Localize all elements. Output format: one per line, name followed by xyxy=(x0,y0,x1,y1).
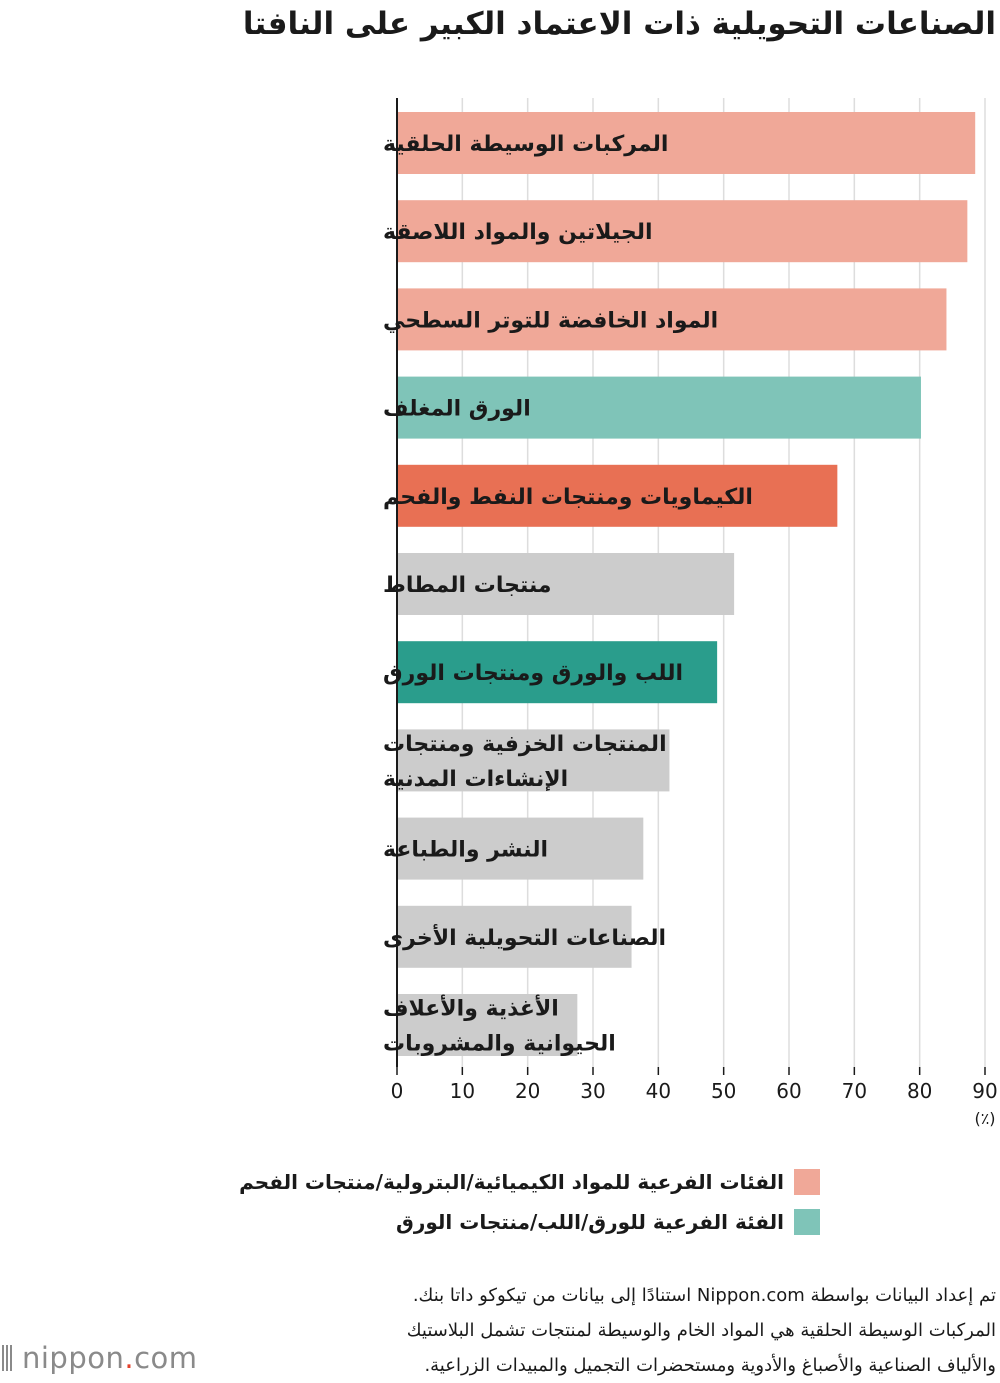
category-label: النشر والطباعة xyxy=(383,838,548,863)
bar xyxy=(397,994,578,1056)
x-tick-label: 10 xyxy=(450,1079,475,1103)
bar xyxy=(397,729,670,792)
legend-label-paper: الفئة الفرعية للورق/اللب/منتجات الورق xyxy=(395,1210,784,1234)
category-labels: المركبات الوسيطة الحلقية الجيلاتين والموا… xyxy=(383,132,753,1057)
category-label: المنتجات الخزفية ومنتجات xyxy=(383,732,667,757)
category-label: المركبات الوسيطة الحلقية xyxy=(383,132,668,157)
x-tick-label: 40 xyxy=(646,1079,671,1103)
x-tick-label: 20 xyxy=(515,1079,540,1103)
bar xyxy=(397,112,976,174)
category-label: منتجات المطاط xyxy=(383,573,552,598)
chart-title: الصناعات التحويلية ذات الاعتماد الكبير ع… xyxy=(242,6,996,42)
legend-item-chemical: الفئات الفرعية للمواد الكيميائية/البترول… xyxy=(239,1162,820,1202)
definition-note-line-2: والألياف الصناعية والأصباغ والأدوية ومست… xyxy=(424,1355,996,1376)
category-label: الأغذية والأعلاف xyxy=(383,994,559,1022)
logo-dot: . xyxy=(124,1341,135,1375)
bar xyxy=(397,376,921,439)
bars xyxy=(397,112,976,1056)
x-tick-label: 50 xyxy=(711,1079,736,1103)
category-label: الورق المغلف xyxy=(383,397,531,422)
category-label: الحيوانية والمشروبات xyxy=(383,1032,616,1057)
legend-item-paper: الفئة الفرعية للورق/اللب/منتجات الورق xyxy=(239,1202,820,1242)
category-label: الكيماويات ومنتجات النفط والفحم xyxy=(383,485,753,510)
logo-bars-icon xyxy=(2,1345,14,1371)
legend-swatch-paper xyxy=(794,1209,820,1235)
bar xyxy=(397,905,632,968)
logo-text: nippon xyxy=(22,1341,125,1375)
bar xyxy=(397,553,735,615)
source-notes: تم إعداد البيانات بواسطة Nippon.com استن… xyxy=(226,1278,996,1383)
x-tick-label: 60 xyxy=(776,1079,801,1103)
x-axis-unit: (٪) xyxy=(974,1109,995,1128)
x-tick-label: 0 xyxy=(391,1079,404,1103)
nippon-logo: nippon. com xyxy=(2,1336,198,1380)
definition-note-line-1: المركبات الوسيطة الحلقية هي المواد الخام… xyxy=(406,1320,996,1341)
category-label: الصناعات التحويلية الأخرى xyxy=(383,923,666,951)
bar xyxy=(397,464,838,527)
category-label: اللب والورق ومنتجات الورق xyxy=(383,661,683,686)
x-tick-label: 70 xyxy=(842,1079,867,1103)
legend-swatch-chemical xyxy=(794,1169,820,1195)
x-tick-label: 80 xyxy=(907,1079,932,1103)
category-label: الجيلاتين والمواد اللاصقة xyxy=(383,220,653,245)
legend: الفئات الفرعية للمواد الكيميائية/البترول… xyxy=(239,1162,820,1242)
legend-label-chemical: الفئات الفرعية للمواد الكيميائية/البترول… xyxy=(239,1170,784,1194)
bar xyxy=(397,200,968,263)
bar xyxy=(397,288,947,351)
bar xyxy=(397,641,718,704)
category-label: المواد الخافضة للتوتر السطحي xyxy=(383,308,718,333)
x-tick-label: 30 xyxy=(580,1079,605,1103)
bar xyxy=(397,817,644,880)
x-axis-ticks: 0 10 20 30 40 50 60 70 80 90 xyxy=(391,1067,998,1103)
category-label: الإنشاءات المدنية xyxy=(383,767,568,792)
source-note: تم إعداد البيانات بواسطة Nippon.com استن… xyxy=(412,1285,996,1306)
x-tick-label: 90 xyxy=(972,1079,997,1103)
logo-suffix: com xyxy=(134,1341,198,1375)
bar-chart: المركبات الوسيطة الحلقية الجيلاتين والموا… xyxy=(383,98,998,1128)
